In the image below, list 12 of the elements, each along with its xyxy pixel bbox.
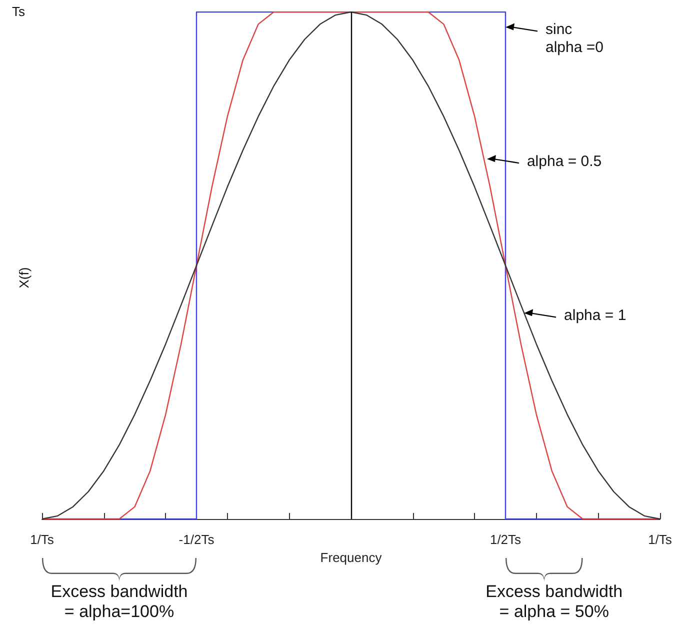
- text: Excess bandwidth = alpha=100%: [50, 582, 189, 623]
- annotation: alpha = 0.5: [526, 153, 602, 172]
- x-tick-label: -1/2Ts: [178, 532, 215, 547]
- x-tick-label: 1/Ts: [648, 532, 672, 547]
- annotation: alpha = 1: [564, 307, 626, 326]
- y-axis-title: X(f): [16, 267, 32, 288]
- annotation: sinc alpha =0: [546, 21, 604, 58]
- x-tick-label: 1/2Ts: [490, 532, 522, 547]
- text: Ts: [12, 4, 25, 20]
- text: Excess bandwidth = alpha = 50%: [484, 582, 624, 623]
- x-tick-label: 1/Ts: [30, 532, 54, 547]
- x-axis-title: Frequency: [320, 550, 382, 565]
